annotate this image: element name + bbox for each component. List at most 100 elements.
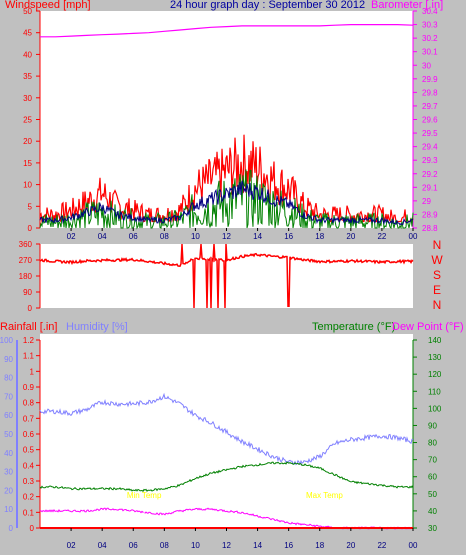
wind-tick-label: 30: [23, 94, 32, 103]
lower-x-tick-label: 22: [377, 541, 386, 550]
baro-tick-label: 29.7: [422, 102, 438, 111]
wind-tick-label: 35: [23, 72, 32, 81]
wind-tick-label: 25: [23, 116, 32, 125]
compass-label: N: [433, 238, 442, 252]
dew-axis-title: Dew Point (°F): [392, 321, 464, 333]
humidity-axis-title: Humidity [%]: [66, 321, 128, 333]
direction-tick-label: 360: [19, 240, 33, 249]
temp-axis-title: Temperature (°F): [312, 321, 395, 333]
humidity-tick-label: 0: [9, 524, 14, 533]
temp-tick-label: 80: [428, 439, 437, 448]
baro-axis-title: Barometer [.in]: [371, 0, 443, 11]
temp-tick-label: 110: [428, 387, 441, 396]
chart-marks: 0510152025303540455028.828.92929.129.229…: [0, 7, 443, 550]
x-tick-label: 04: [98, 232, 107, 241]
baro-tick-label: 29.3: [422, 156, 438, 165]
x-tick-label: 08: [160, 232, 169, 241]
x-tick-label: 18: [315, 232, 324, 241]
baro-tick-label: 29.9: [422, 75, 438, 84]
wind-tick-label: 10: [23, 181, 32, 190]
lower-x-tick-label: 02: [67, 541, 76, 550]
temp-tick-label: 40: [428, 507, 437, 516]
baro-tick-label: 30.1: [422, 48, 438, 57]
baro-tick-label: 28.9: [422, 210, 438, 219]
max-temp-label: Max Temp: [306, 491, 343, 500]
rain-tick-label: 0: [30, 524, 35, 533]
wind-tick-label: 40: [23, 50, 32, 59]
x-tick-label: 16: [284, 232, 293, 241]
baro-tick-label: 30.4: [422, 7, 438, 16]
temp-tick-label: 140: [428, 336, 442, 345]
baro-tick-label: 28.8: [422, 224, 438, 233]
lower-x-tick-label: 04: [98, 541, 107, 550]
rain-tick-label: 0.5: [23, 446, 35, 455]
barometer-line: [40, 24, 414, 38]
wind-tick-label: 0: [28, 224, 33, 233]
lower-x-tick-label: 06: [129, 541, 138, 550]
rain-axis-title: Rainfall [.in]: [0, 321, 57, 333]
wind-tick-label: 5: [28, 202, 33, 211]
x-tick-label: 20: [346, 232, 355, 241]
humidity-tick-label: 40: [4, 449, 13, 458]
baro-tick-label: 30.2: [422, 34, 438, 43]
direction-tick-label: 0: [28, 304, 33, 313]
x-tick-label: 14: [253, 232, 262, 241]
humidity-line: [39, 392, 414, 466]
wind-baro-panel: [40, 11, 413, 228]
lower-x-tick-label: 00: [409, 541, 418, 550]
rain-tick-label: 0.8: [23, 399, 35, 408]
humidity-tick-label: 60: [4, 411, 13, 420]
direction-tick-label: 270: [19, 256, 33, 265]
baro-tick-label: 30.3: [422, 21, 438, 30]
x-tick-label: 02: [67, 232, 76, 241]
rain-tick-label: 1.2: [23, 336, 35, 345]
rain-tick-label: 0.6: [23, 430, 35, 439]
min-temp-label: Min Temp: [127, 491, 162, 500]
rain-tick-label: 0.1: [23, 508, 35, 517]
baro-tick-label: 29.2: [422, 170, 438, 179]
x-tick-label: 00: [409, 232, 418, 241]
direction-tick-label: 180: [19, 272, 33, 281]
lower-x-tick-label: 18: [315, 541, 324, 550]
x-tick-label: 06: [129, 232, 138, 241]
wind-tick-label: 15: [23, 159, 32, 168]
chart-title: 24 hour graph day : September 30 2012: [170, 0, 365, 11]
temp-tick-label: 100: [428, 404, 442, 413]
baro-tick-label: 29.6: [422, 116, 438, 125]
humidity-tick-label: 70: [4, 392, 13, 401]
direction-tick-label: 90: [23, 288, 32, 297]
lower-x-tick-label: 08: [160, 541, 169, 550]
temp-tick-label: 50: [428, 490, 437, 499]
baro-tick-label: 29.5: [422, 129, 438, 138]
wind-low-line: [39, 169, 414, 230]
rain-tick-label: 0.4: [23, 461, 35, 470]
baro-tick-label: 30: [422, 61, 431, 70]
humidity-tick-label: 100: [0, 336, 14, 345]
rain-tick-label: 1.1: [23, 352, 35, 361]
lower-x-tick-label: 20: [346, 541, 355, 550]
wind-average-line: [39, 180, 414, 226]
temp-tick-label: 120: [428, 370, 442, 379]
lower-x-tick-label: 14: [253, 541, 262, 550]
lower-x-tick-label: 16: [284, 541, 293, 550]
rain-tick-label: 0.3: [23, 477, 35, 486]
compass-label: N: [433, 298, 442, 312]
humidity-tick-label: 20: [4, 486, 13, 495]
humidity-tick-label: 30: [4, 468, 13, 477]
wind-axis-title: Windspeed [mph]: [5, 0, 91, 11]
humidity-tick-label: 90: [4, 355, 13, 364]
wind-tick-label: 45: [23, 29, 32, 38]
baro-tick-label: 29.1: [422, 183, 438, 192]
temperature-line: [39, 461, 414, 493]
humidity-tick-label: 80: [4, 374, 13, 383]
temp-tick-label: 60: [428, 473, 437, 482]
temp-tick-label: 70: [428, 456, 437, 465]
compass-label: E: [433, 283, 441, 297]
wind-tick-label: 50: [23, 7, 32, 16]
lower-x-tick-label: 10: [191, 541, 200, 550]
wind-direction-line: [39, 243, 414, 309]
rain-tick-label: 0.2: [23, 493, 35, 502]
temp-tick-label: 130: [428, 353, 442, 362]
